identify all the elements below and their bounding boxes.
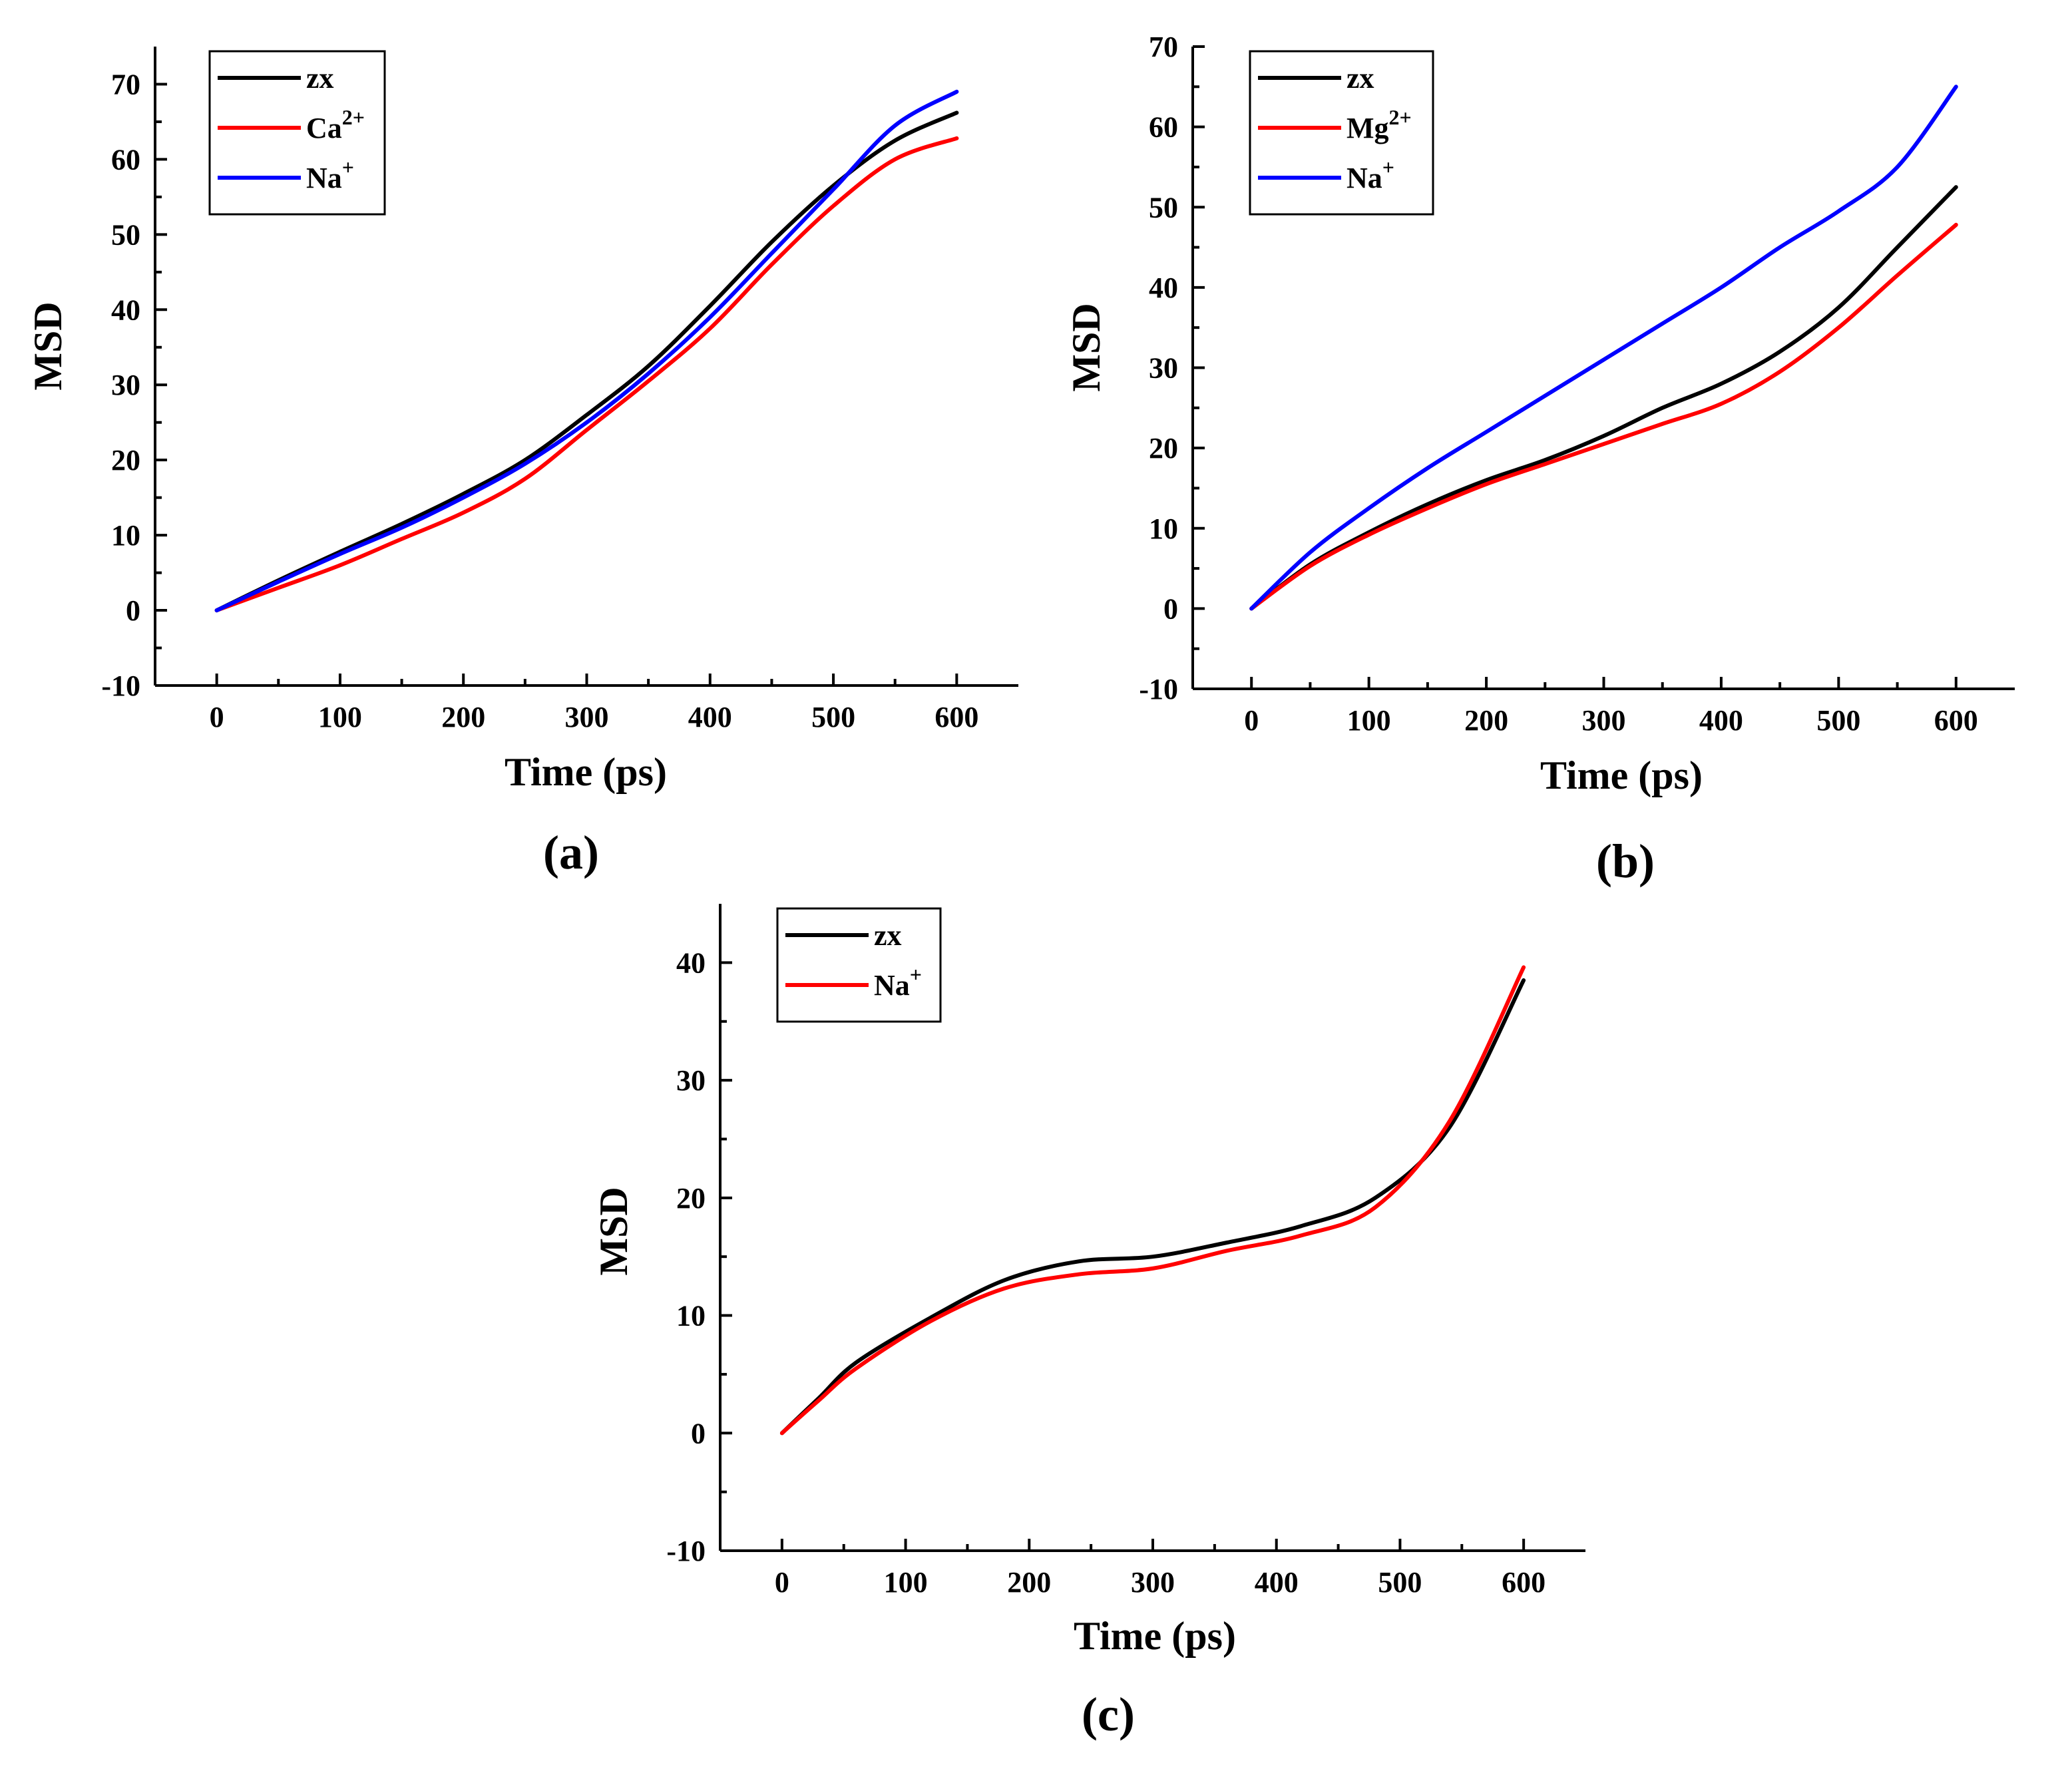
legend-label-base: Na <box>874 969 910 1002</box>
x-tick-label-a: 600 <box>934 701 978 733</box>
xlabel-a: Time (ps) <box>505 750 667 794</box>
y-tick-label-b: 40 <box>1149 272 1178 304</box>
y-tick-label-a: 10 <box>111 519 140 552</box>
xlabel-b: Time (ps) <box>1540 753 1703 797</box>
x-tick-label-c: 200 <box>1007 1566 1051 1599</box>
ylabel-b: MSD <box>1064 303 1108 391</box>
legend-label-base: Ca <box>306 112 342 144</box>
x-tick-label-b: 100 <box>1347 704 1391 737</box>
legend-label-a-0: zx <box>306 62 334 95</box>
y-tick-label-a: 0 <box>126 594 140 627</box>
x-tick-label-a: 100 <box>318 701 362 733</box>
legend-label-b-0: zx <box>1347 62 1374 95</box>
legend-label-a-2: Na+ <box>306 155 354 194</box>
y-tick-label-a: 50 <box>111 218 140 251</box>
panel-label-c: (c) <box>1082 1688 1135 1741</box>
y-tick-label-a: 40 <box>111 294 140 326</box>
series-line-a-1 <box>214 136 959 613</box>
x-tick-label-b: 300 <box>1582 704 1626 737</box>
series-line-b-0 <box>1249 185 1958 611</box>
legend-label-base: zx <box>1347 62 1374 95</box>
y-tick-label-b: 30 <box>1149 352 1178 385</box>
y-tick-label-c: 0 <box>691 1417 706 1450</box>
x-tick-label-b: 0 <box>1244 704 1259 737</box>
panel-label-b: (b) <box>1596 835 1655 888</box>
x-tick-label-c: 300 <box>1131 1566 1175 1599</box>
x-tick-label-c: 600 <box>1502 1566 1546 1599</box>
y-tick-label-c: 10 <box>676 1300 706 1332</box>
y-tick-label-c: 40 <box>676 946 706 979</box>
x-tick-label-b: 500 <box>1816 704 1860 737</box>
y-tick-label-a: -10 <box>101 670 140 702</box>
chart-panel-a: MSD Time (ps) (a) 0 100 200 300 400 500 600-10… <box>26 47 1018 879</box>
legend-label-sup: + <box>1382 155 1394 179</box>
xlabel-c: Time (ps) <box>1074 1614 1236 1658</box>
legend-label-base: zx <box>874 919 902 952</box>
legend-label-b-2: Na+ <box>1347 155 1394 194</box>
x-tick-label-a: 200 <box>441 701 485 733</box>
legend-a: zx Ca2+ Na+ <box>208 50 386 216</box>
y-tick-label-b: 50 <box>1149 191 1178 224</box>
legend-box-a <box>208 50 386 216</box>
series-line-a-0 <box>214 110 959 613</box>
legend-label-base: Mg <box>1347 112 1389 144</box>
y-tick-label-b: 70 <box>1149 31 1178 63</box>
legend-label-c-1: Na+ <box>874 962 922 1002</box>
legend-label-sup: + <box>910 962 922 986</box>
series-line-c-1 <box>779 965 1526 1436</box>
y-tick-label-c: 30 <box>676 1064 706 1097</box>
x-tick-label-a: 500 <box>811 701 855 733</box>
legend-label-a-1: Ca2+ <box>306 105 365 144</box>
y-tick-label-a: 70 <box>111 68 140 100</box>
y-tick-label-b: -10 <box>1139 673 1178 705</box>
x-tick-label-a: 400 <box>688 701 732 733</box>
legend-label-base: zx <box>306 62 334 95</box>
legend-label-base: Na <box>306 162 342 194</box>
ylabel-a: MSD <box>26 301 70 390</box>
legend-label-c-0: zx <box>874 919 902 952</box>
series-line-a-2 <box>214 89 959 613</box>
legend-label-base: Na <box>1347 162 1382 194</box>
y-tick-label-c: -10 <box>666 1535 706 1567</box>
y-tick-label-b: 60 <box>1149 111 1178 144</box>
panel-label-a: (a) <box>543 826 599 879</box>
y-tick-label-b: 10 <box>1149 512 1178 545</box>
legend-label-sup: 2+ <box>342 105 365 129</box>
x-tick-label-a: 300 <box>565 701 609 733</box>
x-tick-label-c: 400 <box>1255 1566 1299 1599</box>
legend-label-b-1: Mg2+ <box>1347 105 1412 144</box>
chart-panel-b: MSD Time (ps) (b) 0 100 200 300 400 500 600-10… <box>1064 31 2015 888</box>
x-tick-label-c: 500 <box>1378 1566 1422 1599</box>
x-tick-label-b: 600 <box>1934 704 1978 737</box>
legend-box-b <box>1249 50 1434 216</box>
legend-b: zx Mg2+ Na+ <box>1249 50 1434 216</box>
series-line-c-0 <box>779 978 1526 1436</box>
x-tick-label-b: 200 <box>1464 704 1508 737</box>
y-tick-label-b: 20 <box>1149 432 1178 465</box>
legend-box-c <box>776 907 942 1023</box>
y-tick-label-a: 30 <box>111 369 140 401</box>
legend-label-sup: + <box>342 155 354 179</box>
y-tick-label-a: 60 <box>111 143 140 176</box>
x-tick-label-b: 400 <box>1699 704 1743 737</box>
y-tick-label-c: 20 <box>676 1182 706 1215</box>
y-tick-label-a: 20 <box>111 444 140 477</box>
series-line-b-2 <box>1249 85 1958 611</box>
ylabel-c: MSD <box>592 1187 636 1275</box>
chart-panel-c: MSD Time (ps) (c) 0 100 200 300 400 500 600-10… <box>592 904 1585 1741</box>
x-tick-label-c: 100 <box>884 1566 928 1599</box>
series-line-b-1 <box>1249 222 1958 611</box>
legend-c: zx Na+ <box>776 907 942 1023</box>
legend-label-sup: 2+ <box>1389 105 1412 129</box>
x-tick-label-a: 0 <box>210 701 224 733</box>
x-tick-label-c: 0 <box>775 1566 789 1599</box>
y-tick-label-b: 0 <box>1163 592 1178 625</box>
